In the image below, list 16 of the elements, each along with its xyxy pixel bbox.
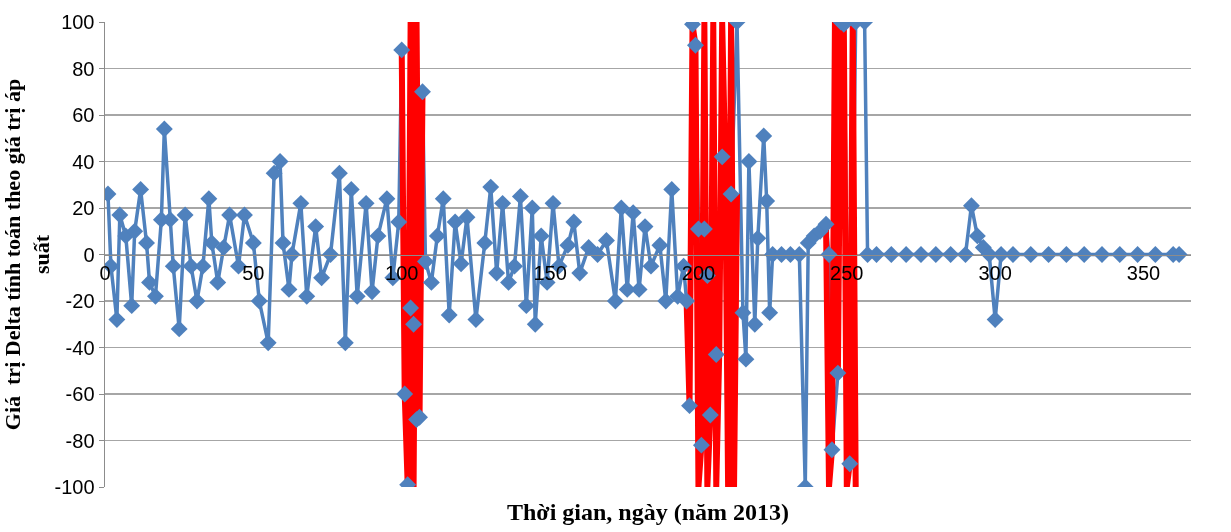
y-tick-label: -80	[65, 429, 95, 452]
x-tick-label: 200	[681, 262, 716, 284]
y-axis-title: Giá trị Delta tính toán theo giá trị áp suất	[0, 78, 54, 431]
y-tick-label: -100	[54, 476, 95, 498]
y-tick-label: 20	[72, 197, 95, 219]
y-tick-label: 80	[72, 57, 95, 80]
x-tick-label: 350	[1126, 262, 1161, 284]
y-tick-label: 100	[61, 11, 95, 33]
y-tick-label: 60	[72, 104, 95, 126]
y-tick-label: 0	[83, 243, 95, 266]
y-tick-label: -20	[65, 290, 95, 312]
y-tick-label: -60	[65, 383, 95, 405]
y-tick-label: -40	[65, 336, 95, 359]
y-tick-label: 40	[72, 150, 95, 173]
x-axis-title: Thời gian, ngày (năm 2013)	[507, 499, 789, 525]
x-tick-label: 0	[99, 262, 111, 284]
